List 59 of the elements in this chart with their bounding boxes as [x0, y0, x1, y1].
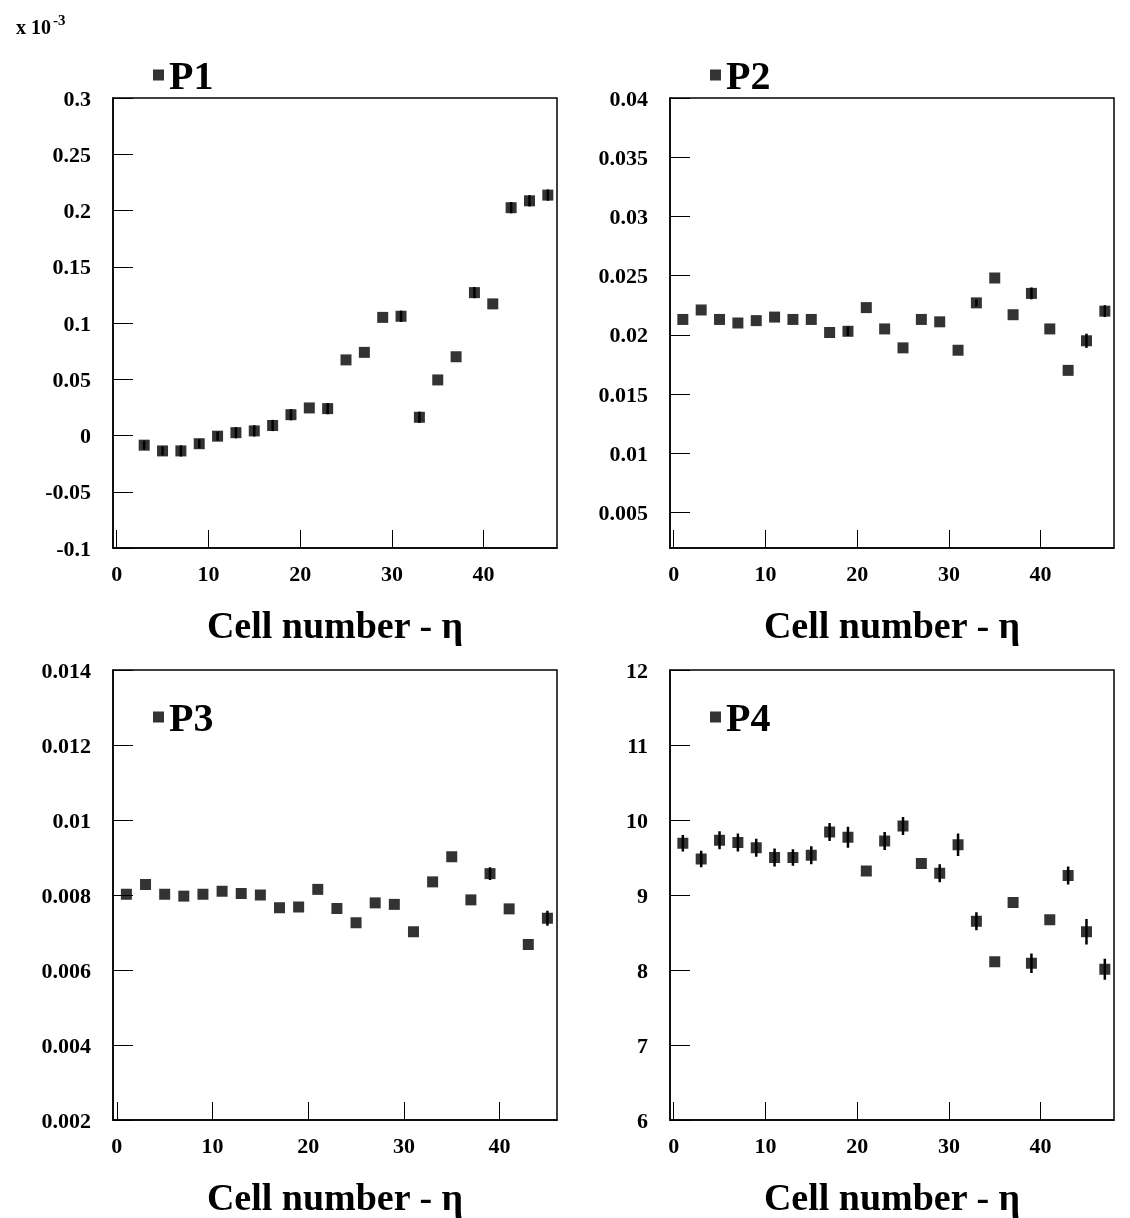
- legend-label: P1: [169, 52, 214, 98]
- y-tick-label: 11: [627, 732, 648, 758]
- x-axis-title: Cell number - η: [206, 1176, 464, 1218]
- x-axis-title: Cell number - η: [763, 604, 1021, 646]
- x-tick-label: 40: [1029, 1132, 1052, 1158]
- x-tick-label: 20: [846, 1132, 869, 1158]
- x-tick-label: 0: [668, 1132, 680, 1158]
- x-tick-label: 20: [846, 560, 869, 586]
- y-tick-label: 0.015: [598, 381, 648, 407]
- y-tick-label: 0.008: [41, 882, 91, 908]
- y-tick-label: 0.25: [52, 141, 91, 167]
- y-tick-label: 0.035: [598, 144, 648, 170]
- y-tick-label: 0.014: [41, 657, 91, 683]
- x-tick-label: 10: [754, 1132, 777, 1158]
- x-tick-label: 30: [937, 560, 960, 586]
- x-tick-label: 20: [297, 1132, 320, 1158]
- y-tick-label: 0.15: [52, 254, 91, 280]
- y-tick-label: 0.01: [52, 807, 91, 833]
- y-tick-label: 12: [626, 657, 648, 683]
- y-tick-label: 0.025: [598, 263, 648, 289]
- legend-label: P4: [726, 694, 771, 740]
- x-tick-label: 40: [472, 560, 495, 586]
- y-tick-label: 0.012: [41, 732, 91, 758]
- y-tick-label: 0.006: [41, 957, 91, 983]
- y-tick-label: 0.04: [609, 85, 648, 111]
- x-tick-label: 0: [111, 560, 123, 586]
- x-tick-label: 0: [668, 560, 680, 586]
- x-tick-label: 10: [197, 560, 220, 586]
- x-tick-label: 10: [201, 1132, 224, 1158]
- y-tick-label: 0.1: [63, 310, 91, 336]
- y-tick-label: 0.3: [63, 85, 91, 111]
- x-tick-label: 0: [111, 1132, 123, 1158]
- x-tick-label: 40: [1029, 560, 1052, 586]
- y-tick-label: 0: [80, 423, 91, 448]
- x-tick-label: 40: [488, 1132, 511, 1158]
- y-tick-label: 0.002: [41, 1107, 91, 1133]
- legend-label: P3: [169, 694, 214, 740]
- y-tick-label: 0.02: [609, 322, 648, 348]
- y-tick-label: 0.01: [609, 440, 648, 466]
- x-tick-label: 30: [380, 560, 403, 586]
- y-tick-label: 0.05: [52, 366, 91, 392]
- y-tick-label: 10: [626, 807, 648, 833]
- y-tick-label: 8: [637, 957, 648, 983]
- y-tick-label: -0.05: [45, 479, 91, 505]
- legend-label: P2: [726, 52, 771, 98]
- x-tick-label: 30: [392, 1132, 415, 1158]
- x-axis-title: Cell number - η: [206, 604, 464, 646]
- y-tick-label: 0.004: [41, 1032, 91, 1058]
- y-tick-label: -0.1: [56, 535, 91, 561]
- y-tick-label: 0.2: [63, 198, 91, 223]
- y-tick-label: 6: [637, 1107, 648, 1133]
- x-tick-label: 20: [289, 560, 312, 586]
- y-tick-label: 0.03: [609, 203, 648, 229]
- y-tick-label: 0.005: [598, 499, 648, 525]
- y-tick-label: 7: [637, 1032, 648, 1058]
- x-tick-label: 30: [937, 1132, 960, 1158]
- x-tick-label: 10: [754, 560, 777, 586]
- y-tick-label: 9: [637, 882, 648, 908]
- x-axis-title: Cell number - η: [763, 1176, 1021, 1218]
